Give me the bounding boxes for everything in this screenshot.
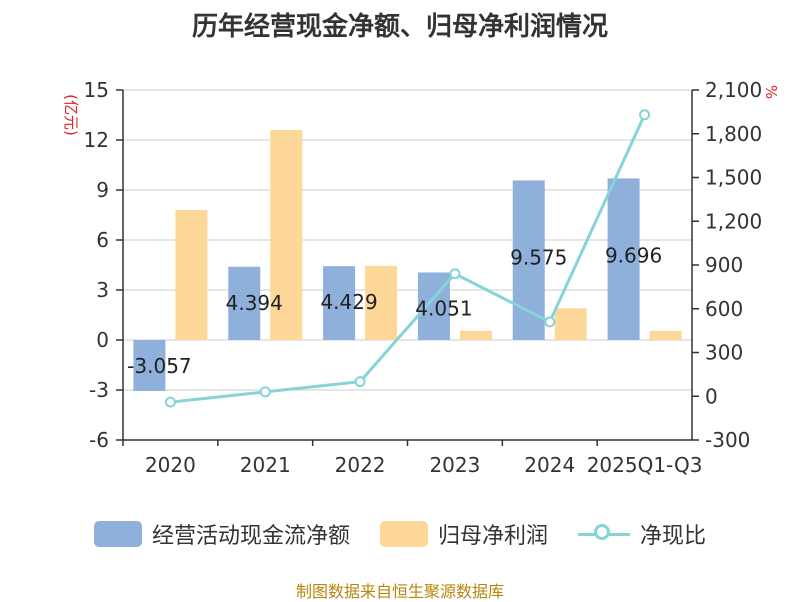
ratio-point <box>639 109 651 121</box>
data-label-operating-cash: 9.575 <box>510 245 567 269</box>
x-tick-label: 2020 <box>145 453 196 477</box>
footer-source: 制图数据来自恒生聚源数据库 <box>295 582 504 601</box>
data-label-operating-cash: 4.394 <box>226 291 283 315</box>
right-tick-label: 300 <box>705 341 743 365</box>
left-tick-label: 3 <box>96 278 109 302</box>
legend-item-net-profit[interactable]: 归母净利润 <box>379 518 548 550</box>
bar-net-profit <box>649 330 682 340</box>
bar-operating-cash <box>607 178 640 340</box>
right-tick-label: 1,500 <box>705 166 762 190</box>
right-tick-label: -300 <box>705 428 750 452</box>
left-tick-label: 15 <box>84 78 109 102</box>
legend-swatch-net-profit <box>379 521 428 547</box>
x-tick-label: 2025Q1-Q3 <box>587 453 703 477</box>
right-axis-unit: % <box>762 85 780 99</box>
bar-operating-cash <box>133 340 166 391</box>
right-tick-label: 2,100 <box>705 78 762 102</box>
data-label-operating-cash: 9.696 <box>605 243 662 267</box>
chart-title: 历年经营现金净额、归母净利润情况 <box>191 12 608 42</box>
left-tick-label: 6 <box>96 228 109 252</box>
bar-operating-cash <box>228 266 261 340</box>
bar-operating-cash <box>512 180 545 340</box>
legend: 经营活动现金流净额 归母净利润 净现比 <box>0 518 800 550</box>
bar-net-profit <box>365 265 398 340</box>
bar-operating-cash <box>323 266 356 340</box>
x-tick-label: 2023 <box>429 453 480 477</box>
ratio-point <box>164 396 176 408</box>
left-tick-label: 9 <box>96 178 109 202</box>
ratio-point <box>354 376 366 388</box>
left-tick-label: -6 <box>89 428 109 452</box>
ratio-point <box>449 268 461 280</box>
legend-item-ratio[interactable]: 净现比 <box>578 518 706 550</box>
label-layer: -3.057 4.394 4.429 4.051 9.575 9.696 <box>127 243 662 378</box>
x-tick-label: 2022 <box>335 453 386 477</box>
data-label-operating-cash: 4.051 <box>415 296 472 320</box>
line-layer <box>164 109 651 408</box>
left-axis-unit: (亿元) <box>62 94 80 136</box>
legend-label-net-profit: 归母净利润 <box>437 524 548 549</box>
x-tick-label: 2021 <box>240 453 291 477</box>
ratio-line <box>170 114 646 404</box>
ratio-point <box>259 386 271 398</box>
right-tick-label: 0 <box>705 384 718 408</box>
data-label-operating-cash: 4.429 <box>320 290 377 314</box>
x-tick-label: 2024 <box>524 453 575 477</box>
bar-layer <box>133 130 682 391</box>
data-label-operating-cash: -3.057 <box>127 354 191 378</box>
bar-net-profit <box>270 130 303 340</box>
axis-layer: -6 -3 0 3 6 9 12 15 -300 0 300 600 900 1,200 1,500 1,80… <box>62 78 780 477</box>
legend-label-ratio: 净现比 <box>640 524 707 549</box>
right-tick-label: 600 <box>705 297 743 321</box>
bar-net-profit <box>175 210 208 340</box>
left-tick-label: -3 <box>89 378 109 402</box>
legend-label-operating-cash: 经营活动现金流净额 <box>151 524 350 549</box>
bar-net-profit <box>459 330 492 340</box>
legend-swatch-ratio <box>578 521 630 547</box>
left-tick-label: 0 <box>96 328 109 352</box>
right-tick-label: 900 <box>705 253 743 277</box>
left-tick-label: 12 <box>84 128 109 152</box>
legend-item-operating-cash[interactable]: 经营活动现金流净额 <box>93 518 350 550</box>
ratio-point <box>544 316 556 328</box>
right-tick-label: 1,800 <box>705 122 762 146</box>
right-tick-label: 1,200 <box>705 209 762 233</box>
bar-net-profit <box>554 308 587 340</box>
legend-swatch-operating-cash <box>93 521 142 547</box>
